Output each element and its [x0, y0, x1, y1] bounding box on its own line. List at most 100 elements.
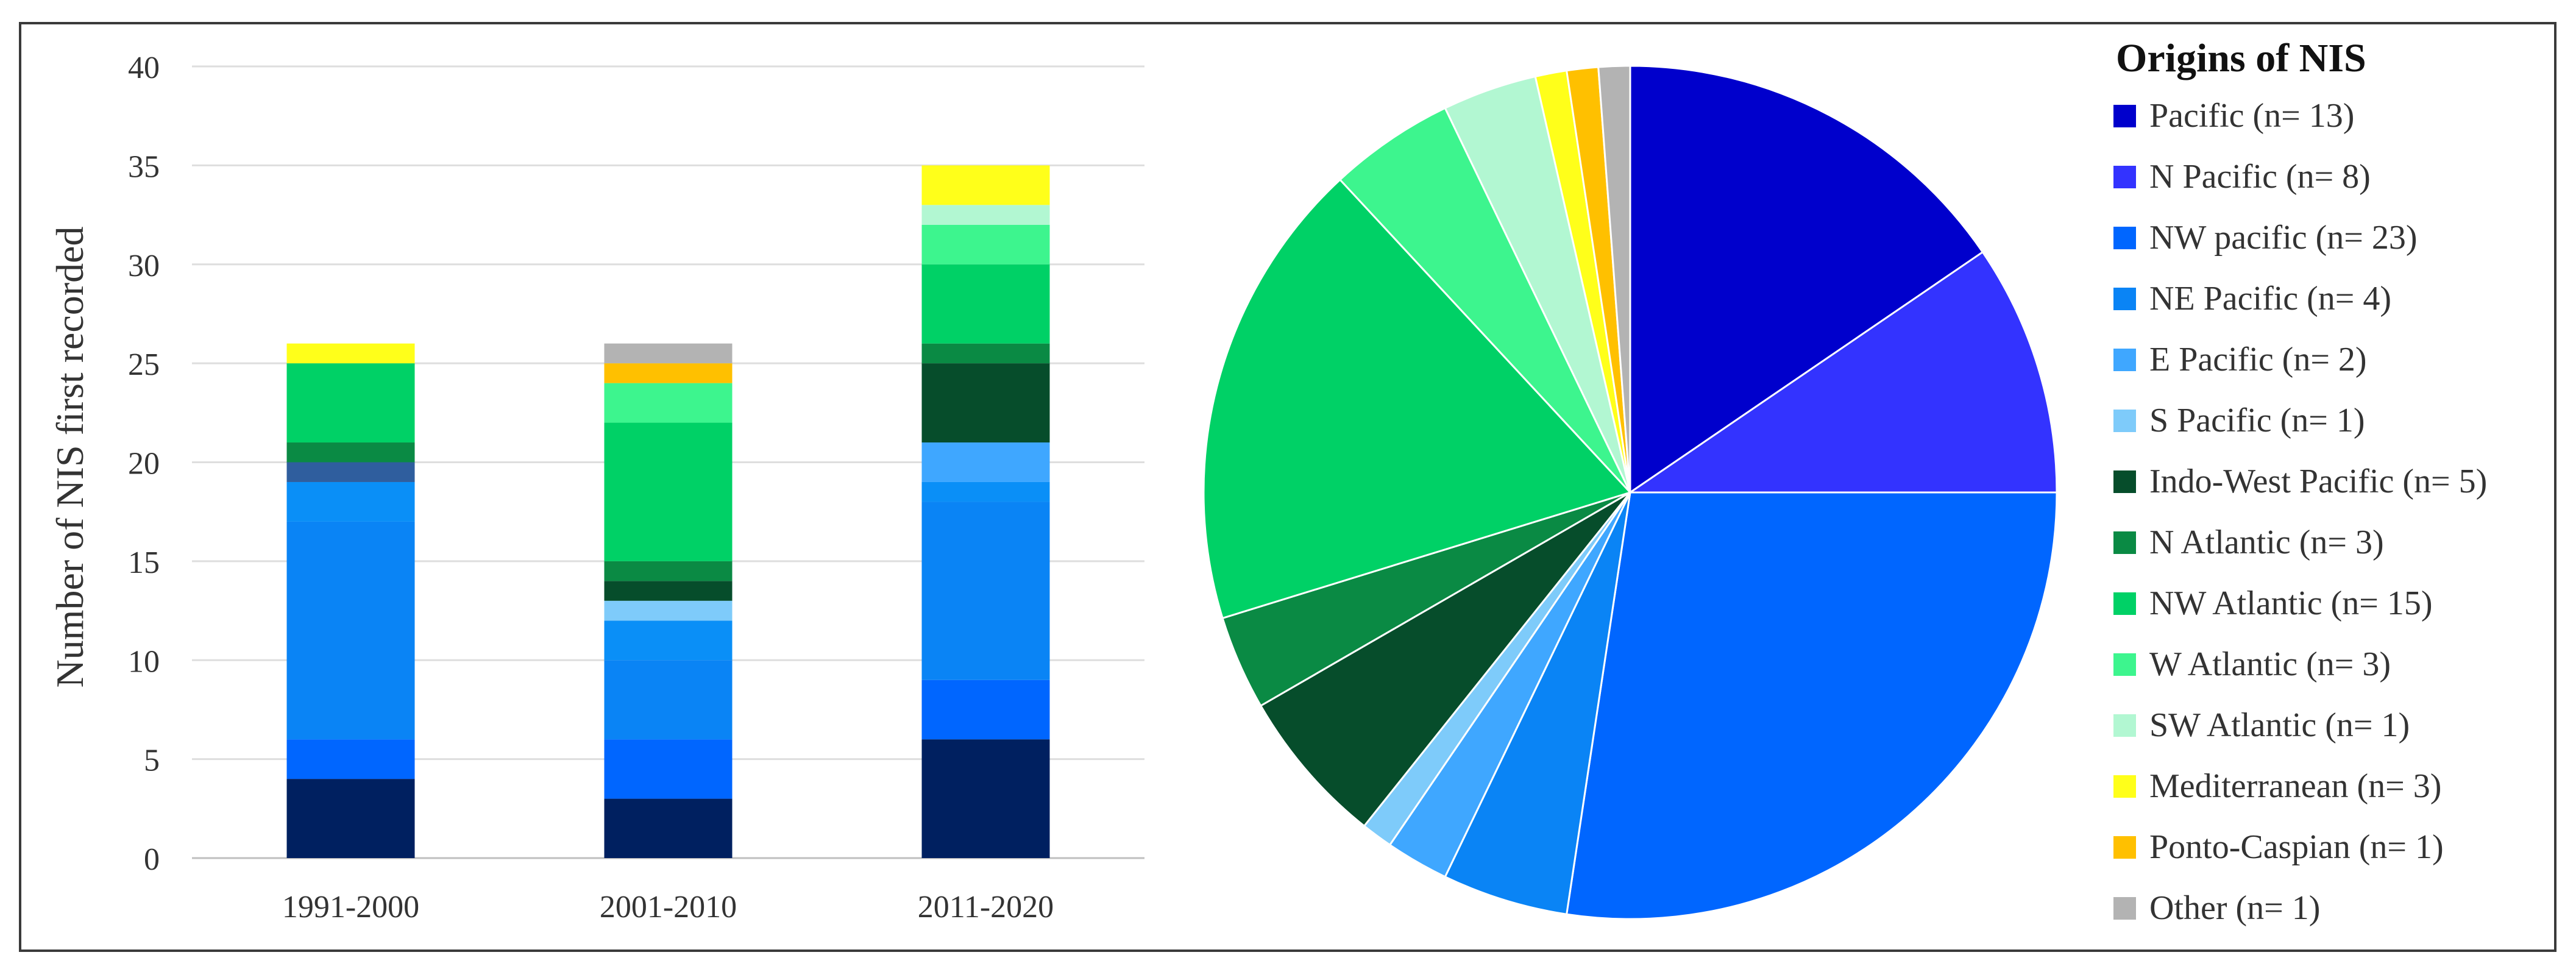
- y-axis-title: Number of NIS first recorded: [48, 226, 91, 687]
- legend-swatch: [2113, 896, 2136, 920]
- legend-label: NE Pacific (n= 4): [2149, 280, 2392, 318]
- pie-slice: [1338, 107, 1631, 494]
- legend-item: E Pacific (n= 2): [2113, 329, 2564, 390]
- bar-segment: [921, 343, 1050, 364]
- stacked-bar-chart: 0 5 10 15 20 25 30 35 40 1991-2000 2001-2010 2011-…: [48, 51, 1144, 925]
- bar-segment: [921, 205, 1050, 225]
- bar-segment: [286, 462, 415, 482]
- y-tick-label: 25: [128, 347, 160, 382]
- pie-chart: [1202, 65, 2058, 920]
- pie-slice: [1565, 491, 2058, 920]
- legend-swatch: [2113, 348, 2136, 371]
- bar-stack: [604, 343, 733, 858]
- legend-label: E Pacific (n= 2): [2149, 341, 2367, 378]
- legend-swatch: [2113, 104, 2136, 127]
- bar-segment: [921, 680, 1050, 740]
- legend-item: W Atlantic (n= 3): [2113, 634, 2564, 695]
- bar-segment: [921, 739, 1050, 858]
- legend-label: N Atlantic (n= 3): [2149, 524, 2384, 561]
- y-tick-label: 20: [128, 447, 160, 481]
- bar-segment: [286, 739, 415, 779]
- bar-segment: [921, 481, 1050, 502]
- y-tick-label: 35: [128, 149, 160, 184]
- y-tick-label: 0: [144, 842, 160, 877]
- legend-label: NW pacific (n= 23): [2149, 219, 2418, 257]
- x-tick-label: 2001-2010: [600, 890, 737, 925]
- legend-swatch: [2113, 836, 2136, 859]
- bar-segment: [604, 343, 733, 364]
- legend-item: Ponto-Caspian (n= 1): [2113, 817, 2564, 878]
- bar-segment: [604, 422, 733, 561]
- bar-segment: [286, 481, 415, 522]
- bar-segment: [921, 442, 1050, 482]
- legend-item: SW Atlantic (n= 1): [2113, 695, 2564, 756]
- bar-segment: [286, 363, 415, 443]
- legend-swatch: [2113, 531, 2136, 554]
- legend-title: Origins of NIS: [2116, 36, 2366, 80]
- bar-segment: [921, 264, 1050, 344]
- legend-item: Pacific (n= 13): [2113, 85, 2564, 146]
- legend-swatch: [2113, 165, 2136, 188]
- legend-item: N Pacific (n= 8): [2113, 146, 2564, 207]
- bar-segment: [604, 620, 733, 661]
- legend-label: Other (n= 1): [2149, 889, 2321, 927]
- y-tick-label: 5: [144, 744, 160, 778]
- y-tick-label: 30: [128, 249, 160, 283]
- legend-item: S Pacific (n= 1): [2113, 390, 2564, 451]
- pie-slice: [1629, 65, 1984, 494]
- legend-item: Indo-West Pacific (n= 5): [2113, 451, 2564, 512]
- legend-items: Pacific (n= 13) N Pacific (n= 8) NW pacifi…: [2113, 85, 2564, 939]
- bar-segment: [921, 224, 1050, 264]
- pie-slice: [1202, 178, 1632, 620]
- legend-label: W Atlantic (n= 3): [2149, 645, 2391, 683]
- pie-slice: [1597, 65, 1631, 493]
- bar-segment: [604, 561, 733, 581]
- legend-label: N Pacific (n= 8): [2149, 158, 2371, 196]
- legend-label: NW Atlantic (n= 15): [2149, 584, 2433, 622]
- legend-item: Other (n= 1): [2113, 878, 2564, 939]
- bar-stacks: [286, 165, 1050, 858]
- legend-item: Mediterranean (n= 3): [2113, 756, 2564, 817]
- bar-segment: [604, 363, 733, 383]
- bar-segment: [921, 363, 1050, 443]
- x-tick-label: 1991-2000: [282, 890, 419, 925]
- bar-segment: [604, 383, 733, 423]
- legend-swatch: [2113, 470, 2136, 493]
- legend-swatch: [2113, 409, 2136, 432]
- y-tick-label: 10: [128, 644, 160, 679]
- legend-item: NE Pacific (n= 4): [2113, 268, 2564, 329]
- pie-slice: [1627, 250, 2058, 494]
- legend-swatch: [2113, 775, 2136, 798]
- bar-segment: [286, 343, 415, 364]
- bar-segment: [286, 779, 415, 858]
- bar-segment: [604, 660, 733, 740]
- y-tick-labels: 0 5 10 15 20 25 30 35 40: [128, 51, 160, 877]
- bar-stack: [921, 165, 1050, 858]
- legend-item: N Atlantic (n= 3): [2113, 512, 2564, 573]
- x-tick-labels: 1991-2000 2001-2010 2011-2020: [282, 890, 1054, 925]
- bar-segment: [286, 442, 415, 463]
- bar-segment: [604, 798, 733, 858]
- legend-item: NW Atlantic (n= 15): [2113, 573, 2564, 634]
- bar-segment: [604, 581, 733, 601]
- legend-swatch: [2113, 287, 2136, 310]
- y-tick-label: 15: [128, 545, 160, 580]
- x-tick-label: 2011-2020: [918, 890, 1054, 925]
- bar-segment: [604, 739, 733, 799]
- bar-segment: [921, 502, 1050, 680]
- legend-item: NW pacific (n= 23): [2113, 207, 2564, 268]
- bar-segment: [286, 521, 415, 740]
- legend-swatch: [2113, 226, 2136, 249]
- legend-label: SW Atlantic (n= 1): [2149, 706, 2410, 744]
- legend-label: S Pacific (n= 1): [2149, 402, 2365, 439]
- legend-label: Indo-West Pacific (n= 5): [2149, 463, 2488, 500]
- legend-label: Pacific (n= 13): [2149, 97, 2355, 135]
- legend-swatch: [2113, 653, 2136, 676]
- legend-swatch: [2113, 592, 2136, 615]
- pie-slice: [1259, 491, 1631, 828]
- bar-segment: [604, 600, 733, 621]
- pie-legend: Origins of NIS Pacific (n= 13) N Pacific …: [2113, 32, 2564, 939]
- legend-swatch: [2113, 714, 2136, 737]
- legend-label: Ponto-Caspian (n= 1): [2149, 828, 2444, 866]
- bar-segment: [921, 165, 1050, 205]
